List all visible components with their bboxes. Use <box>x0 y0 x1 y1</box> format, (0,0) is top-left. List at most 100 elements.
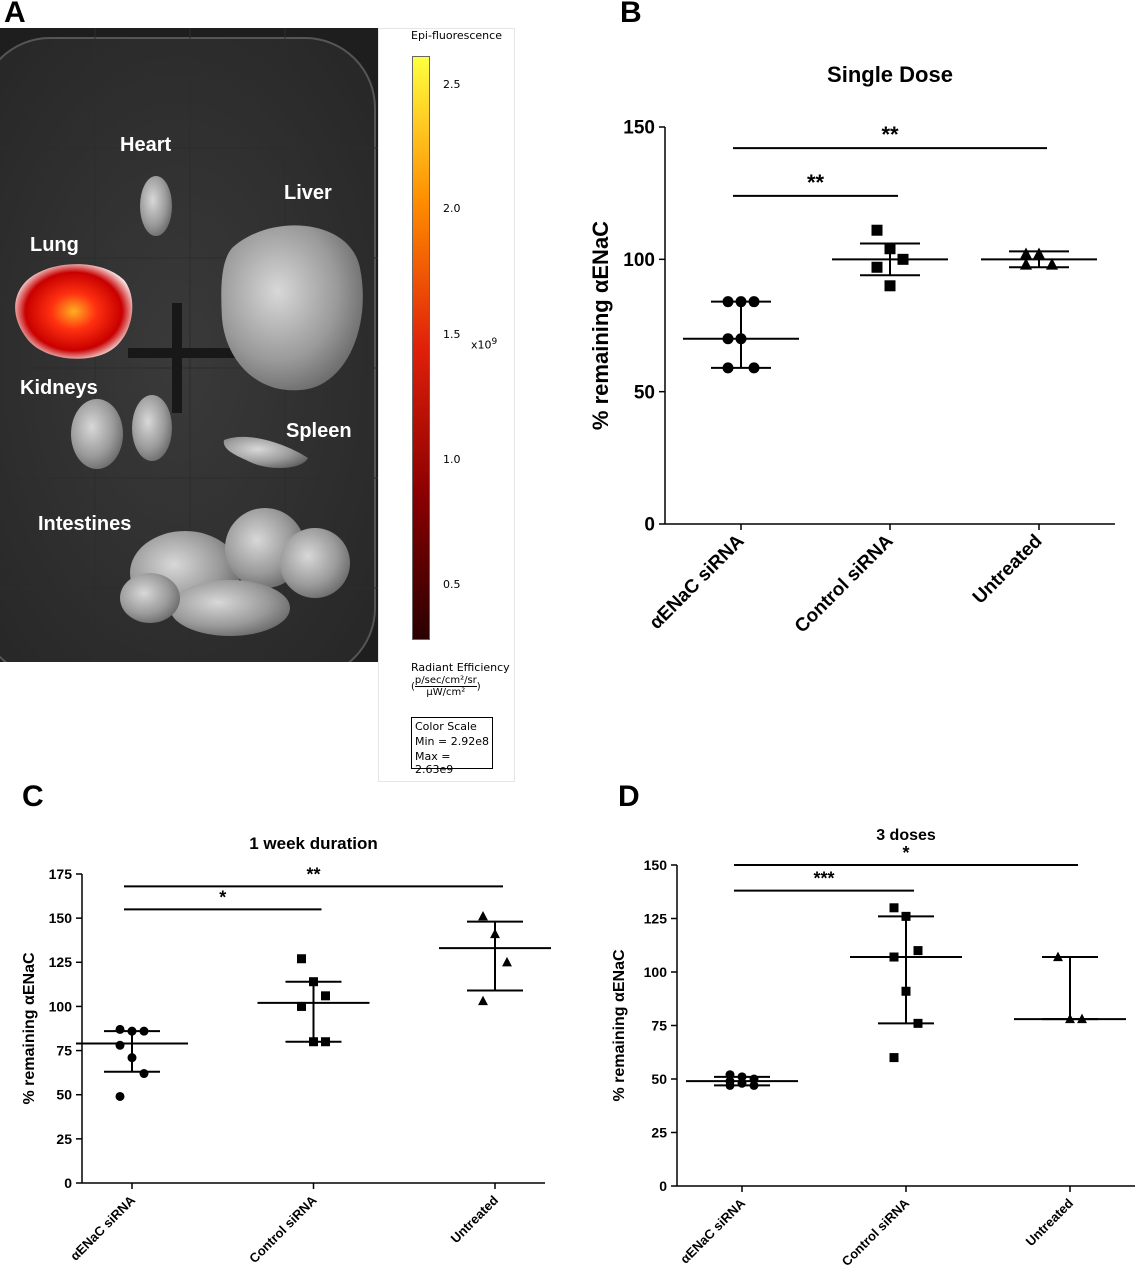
organ-fluorescence-image: Heart Liver Lung Kidneys Spleen Intestin… <box>0 28 380 662</box>
y-tick-label: 50 <box>634 382 655 403</box>
chart-title: 3 doses <box>876 827 936 844</box>
chart-panel-b: Single Dose 0 50 100 150 % remaining αENaC αEN… <box>588 62 1115 637</box>
y-tick-label: 75 <box>56 1042 72 1058</box>
data-point <box>871 261 883 273</box>
data-point <box>735 296 747 308</box>
x-category-label: αENaC siRNA <box>677 1195 748 1266</box>
organ-label-liver: Liver <box>284 182 332 204</box>
colorbar-title: Epi-fluorescence <box>411 29 502 42</box>
data-point <box>115 1091 125 1101</box>
data-point <box>1077 1013 1087 1024</box>
data-point <box>1065 1013 1075 1024</box>
y-tick-label: 100 <box>623 250 655 271</box>
data-point <box>889 1053 899 1063</box>
data-point <box>749 1074 759 1084</box>
data-point <box>889 952 899 962</box>
colorbar-tick-label: 1.0 <box>443 453 461 466</box>
y-tick-label: 0 <box>659 1178 667 1194</box>
data-point <box>737 1078 747 1088</box>
data-point <box>478 910 488 921</box>
x-category-label: Untreated <box>1023 1195 1077 1249</box>
data-point <box>127 1026 137 1036</box>
data-point <box>1053 951 1063 962</box>
significance-label: * <box>219 887 226 907</box>
data-point <box>490 928 500 939</box>
panel-letter-a: A <box>4 0 26 29</box>
significance-label: ** <box>807 170 825 195</box>
y-tick-label: 25 <box>651 1124 667 1140</box>
y-tick-label: 150 <box>644 857 668 873</box>
data-point <box>321 1037 330 1047</box>
data-point <box>748 362 760 374</box>
data-point <box>871 224 883 236</box>
y-tick-label: 125 <box>49 954 73 970</box>
data-point <box>297 1001 306 1011</box>
data-point <box>884 243 896 255</box>
colorbar-tick-label: 2.0 <box>443 202 461 215</box>
color-scale-min: Min = 2.92e8 <box>415 735 489 748</box>
data-point <box>297 954 306 964</box>
organ-label-kidneys: Kidneys <box>20 377 98 399</box>
data-point <box>1019 247 1033 259</box>
data-point <box>1019 258 1033 270</box>
data-point <box>737 1072 747 1082</box>
y-tick-label: 75 <box>651 1017 667 1033</box>
y-tick-label: 150 <box>49 910 73 926</box>
panel-letter-b: B <box>620 0 642 29</box>
data-point <box>725 1080 735 1090</box>
panel-letter-c: C <box>22 780 44 813</box>
data-point <box>309 977 318 987</box>
data-point <box>735 333 747 345</box>
x-category-label: Untreated <box>448 1192 502 1246</box>
chart-panel-d: 3 doses 0 25 50 75 100 125 150 % remaining αENaC… <box>611 827 1135 1269</box>
colorbar-multiplier-base: x10 <box>471 338 492 352</box>
data-point <box>725 1070 735 1080</box>
y-axis-label: % remaining αENaC <box>588 221 613 430</box>
data-point <box>502 956 512 967</box>
x-category-label: Control siRNA <box>246 1192 320 1266</box>
x-category-label: αENaC siRNA <box>67 1192 138 1263</box>
y-tick-label: 0 <box>644 515 655 536</box>
data-point <box>901 911 911 921</box>
y-tick-label: 100 <box>49 998 73 1014</box>
data-point <box>139 1026 149 1036</box>
y-tick-label: 175 <box>49 866 73 882</box>
color-scale-max: Max = 2.63e9 <box>415 750 454 776</box>
data-point <box>884 280 896 292</box>
y-tick-label: 100 <box>644 964 668 980</box>
colorbar-multiplier: x109 <box>471 337 497 352</box>
colorbar-unit-fraction: ( p/sec/cm²/sr µW/cm² ) <box>411 675 481 698</box>
y-tick-label: 25 <box>56 1131 72 1147</box>
colorbar-tick-label: 0.5 <box>443 578 461 591</box>
color-scale-title: Color Scale <box>415 720 477 733</box>
x-category-label: Control siRNA <box>839 1195 913 1269</box>
chart-panel-c: 1 week duration 0 25 50 75 100 125 150 175 % rema… <box>21 834 551 1266</box>
data-point <box>913 946 923 956</box>
colorbar-panel: Epi-fluorescence 2.5 2.0 1.5 1.0 0.5 x10… <box>378 28 515 782</box>
data-point <box>127 1053 137 1063</box>
data-point <box>889 903 899 913</box>
color-scale-box: Color Scale Min = 2.92e8 Max = 2.63e9 <box>411 717 493 776</box>
significance-label: * <box>902 843 909 863</box>
y-tick-label: 150 <box>623 118 655 139</box>
significance-label: ** <box>881 122 899 147</box>
panel-letter-d: D <box>618 780 640 813</box>
colorbar-multiplier-exp: 9 <box>491 337 498 347</box>
organ-label-intestines: Intestines <box>38 513 132 535</box>
y-axis-label: % remaining αENaC <box>611 949 628 1102</box>
colorbar-unit-denominator: µW/cm² <box>426 687 466 698</box>
x-category-label: Untreated <box>969 531 1047 609</box>
colorbar-unit-numerator: p/sec/cm²/sr <box>414 675 477 687</box>
organ-label-lung: Lung <box>30 234 79 256</box>
data-point <box>913 1018 923 1028</box>
chart-title: 1 week duration <box>249 834 377 853</box>
data-point <box>901 986 911 996</box>
data-point <box>749 1080 759 1090</box>
organ-image-drawing <box>0 28 380 662</box>
data-point <box>478 995 488 1006</box>
colorbar-gradient <box>412 56 430 640</box>
data-point <box>1032 247 1046 259</box>
data-point <box>722 362 734 374</box>
significance-label: ** <box>306 864 320 884</box>
data-point <box>748 296 760 308</box>
